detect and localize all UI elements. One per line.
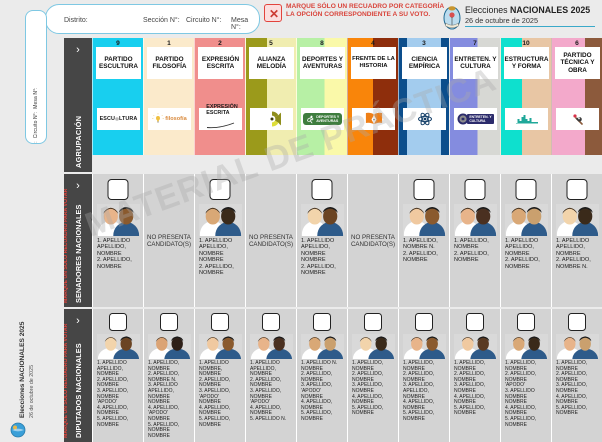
svg-text:✕: ✕ bbox=[269, 7, 279, 21]
